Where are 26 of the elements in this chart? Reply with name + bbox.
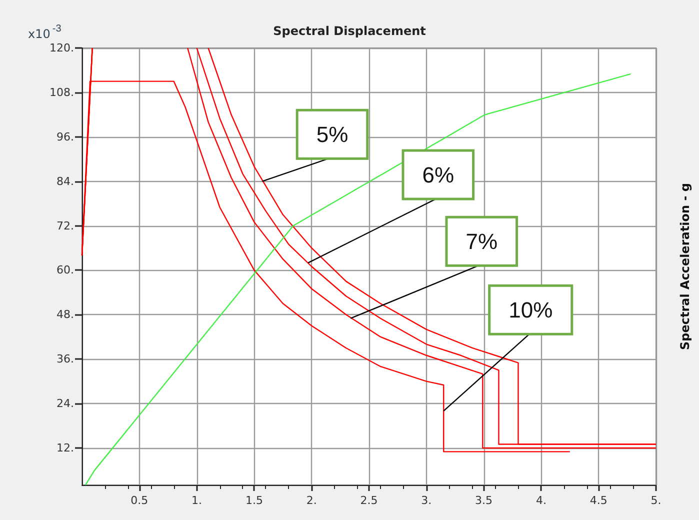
y-tick-label: 24. — [56, 397, 74, 410]
y-tick-label: 120. — [50, 42, 74, 54]
x-tick-label: 3. — [421, 494, 432, 507]
annotation: 5% — [316, 122, 348, 147]
y-tick-label: 12. — [56, 441, 74, 454]
chart-title: Spectral Displacement — [273, 24, 426, 38]
x-tick-label: 1. — [192, 494, 202, 507]
x-tick-label: 4. — [536, 494, 546, 507]
x-tick-label: 4.5 — [590, 494, 608, 507]
x-tick-label: 0.5 — [130, 494, 148, 507]
y-tick-label: 48. — [56, 308, 74, 322]
y-tick-label: 108. — [50, 86, 74, 99]
annotation: 7% — [466, 228, 498, 254]
x-tick-label: 2. — [306, 494, 317, 507]
annotation: 6% — [422, 162, 454, 188]
x-tick-label: 5. — [650, 494, 662, 507]
y-tick-label: 60. — [56, 264, 74, 277]
annotation: 10% — [508, 297, 553, 322]
x-tick-label: 1.5 — [245, 494, 263, 507]
y-axis-title: Spectral Acceleration - g — [678, 182, 692, 350]
y-tick-label: 36. — [56, 352, 74, 366]
y-tick-label: 72. — [56, 219, 74, 232]
x-tick-label: 2.5 — [360, 494, 378, 507]
y-tick-label: 96. — [56, 130, 74, 144]
x-tick-label: 3.5 — [475, 494, 493, 507]
y-tick-label: 84. — [56, 174, 74, 188]
